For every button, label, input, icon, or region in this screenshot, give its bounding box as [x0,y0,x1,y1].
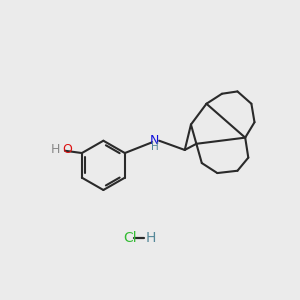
Text: H: H [146,231,156,245]
Text: H: H [51,143,60,157]
Text: N: N [150,134,159,147]
Text: O: O [62,143,72,157]
Text: Cl: Cl [123,231,136,245]
Text: H: H [151,142,158,152]
